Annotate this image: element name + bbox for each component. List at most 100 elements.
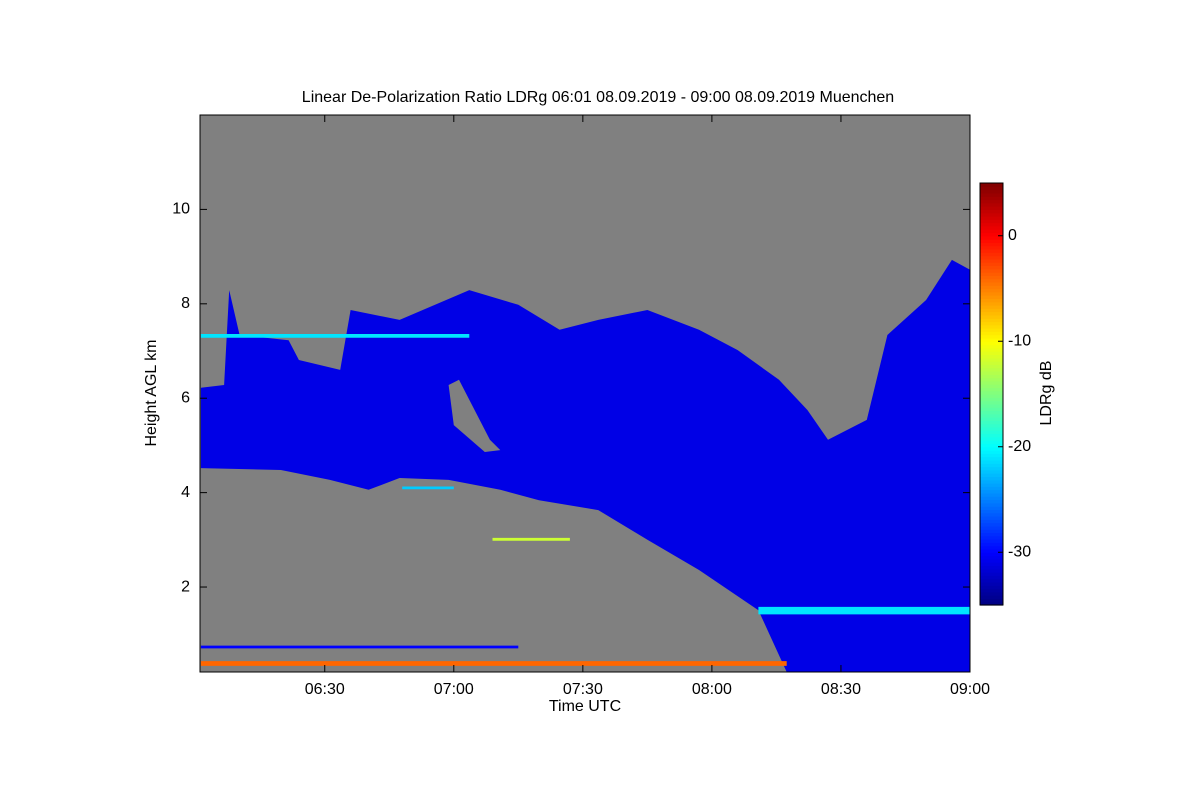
colorbar-segment xyxy=(980,417,1003,421)
colorbar-segment xyxy=(980,235,1003,240)
colorbar-segment xyxy=(980,512,1003,517)
colorbar-segment xyxy=(980,288,1003,293)
colorbar-segment xyxy=(980,390,1003,395)
colorbar-segment xyxy=(980,186,1003,191)
colorbar-segment xyxy=(980,387,1003,392)
colorbar-segment xyxy=(980,304,1003,309)
colorbar-segment xyxy=(980,519,1003,524)
colorbar-segment xyxy=(980,420,1003,425)
colorbar-segment xyxy=(980,440,1003,445)
colorbar-segment xyxy=(980,548,1003,553)
colorbar-segment xyxy=(980,433,1003,438)
colorbar-segment xyxy=(980,463,1003,468)
colorbar-segment xyxy=(980,489,1003,494)
data-region xyxy=(758,606,970,615)
colorbar-segment xyxy=(980,453,1003,458)
y-tick-label: 2 xyxy=(181,578,190,595)
colorbar-segment xyxy=(980,539,1003,543)
chart-title: Linear De-Polarization Ratio LDRg 06:01 … xyxy=(302,89,894,106)
colorbar-segment xyxy=(980,407,1003,412)
data-region xyxy=(200,334,470,338)
x-axis-label: Time UTC xyxy=(549,698,621,715)
colorbar-segment xyxy=(980,426,1003,431)
colorbar-segment xyxy=(980,301,1003,306)
colorbar-segment xyxy=(980,535,1003,540)
colorbar-segment xyxy=(980,459,1003,464)
data-layers xyxy=(200,259,970,672)
x-tick-label: 08:30 xyxy=(821,681,861,698)
colorbar-segment xyxy=(980,199,1003,204)
colorbar-segment xyxy=(980,255,1003,260)
colorbar-segment xyxy=(980,585,1003,590)
colorbar-segment xyxy=(980,219,1003,224)
colorbar-segment xyxy=(980,202,1003,207)
data-region xyxy=(200,661,787,666)
colorbar-segment xyxy=(980,558,1003,563)
colorbar-segment xyxy=(980,555,1003,560)
colorbar-segment xyxy=(980,252,1003,257)
colorbar-segment xyxy=(980,598,1003,603)
data-region xyxy=(402,486,454,490)
colorbar-segment xyxy=(980,542,1003,547)
colorbar-segment xyxy=(980,384,1003,389)
colorbar-segment xyxy=(980,413,1003,418)
data-region xyxy=(492,537,570,541)
colorbar-segment xyxy=(980,232,1003,237)
colorbar-segment xyxy=(980,522,1003,527)
colorbar-segment xyxy=(980,281,1003,286)
colorbar-segment xyxy=(980,248,1003,253)
colorbar-segment xyxy=(980,192,1003,197)
colorbar-segment xyxy=(980,258,1003,263)
y-tick-label: 4 xyxy=(181,484,190,501)
colorbar-segment xyxy=(980,410,1003,415)
colorbar-segment xyxy=(980,430,1003,435)
colorbar-segment xyxy=(980,196,1003,201)
colorbar-segment xyxy=(980,367,1003,372)
colorbar-segment xyxy=(980,394,1003,398)
colorbar-segment xyxy=(980,374,1003,379)
colorbar-segment xyxy=(980,529,1003,534)
colorbar-segment xyxy=(980,443,1003,448)
colorbar-segment xyxy=(980,380,1003,385)
colorbar-segment xyxy=(980,552,1003,557)
colorbar-segment xyxy=(980,344,1003,349)
x-tick-label: 07:00 xyxy=(434,681,474,698)
plot-frame xyxy=(199,114,971,673)
colorbar-segment xyxy=(980,308,1003,313)
colorbar-segment xyxy=(980,242,1003,247)
colorbar-segment xyxy=(980,295,1003,299)
colorbar-segment xyxy=(980,581,1003,586)
colorbar-segment xyxy=(980,492,1003,497)
colorbar-segment xyxy=(980,400,1003,405)
colorbar-segment xyxy=(980,450,1003,454)
colorbar-segment xyxy=(980,183,1003,187)
colorbar-segment xyxy=(980,268,1003,273)
colorbar-segment xyxy=(980,476,1003,481)
colorbar-segment xyxy=(980,575,1003,580)
y-tick-label: 8 xyxy=(181,295,190,312)
colorbar-segment xyxy=(980,466,1003,471)
x-tick-label: 07:30 xyxy=(563,681,603,698)
x-tick-label: 09:00 xyxy=(950,681,990,698)
colorbar-segment xyxy=(980,291,1003,296)
colorbar-segment xyxy=(980,311,1003,316)
colorbar-segment xyxy=(980,403,1003,408)
colorbar-segment xyxy=(980,337,1003,342)
colorbar-segment xyxy=(980,314,1003,319)
colorbar-segment xyxy=(980,377,1003,382)
colorbar-segment xyxy=(980,215,1003,220)
colorbar-segment xyxy=(980,285,1003,290)
colorbar-segment xyxy=(980,473,1003,478)
colorbar-segment xyxy=(980,357,1003,362)
colorbar-segment xyxy=(980,506,1003,510)
colorbar-segment xyxy=(980,456,1003,461)
x-tick-label: 08:00 xyxy=(692,681,732,698)
colorbar-segment xyxy=(980,499,1003,504)
colorbar-segment xyxy=(980,334,1003,339)
colorbar-tick-label: 0 xyxy=(1008,227,1017,244)
colorbar-segment xyxy=(980,225,1003,230)
data-region xyxy=(200,259,970,672)
colorbar-segment xyxy=(980,321,1003,326)
colorbar-segment xyxy=(980,588,1003,593)
